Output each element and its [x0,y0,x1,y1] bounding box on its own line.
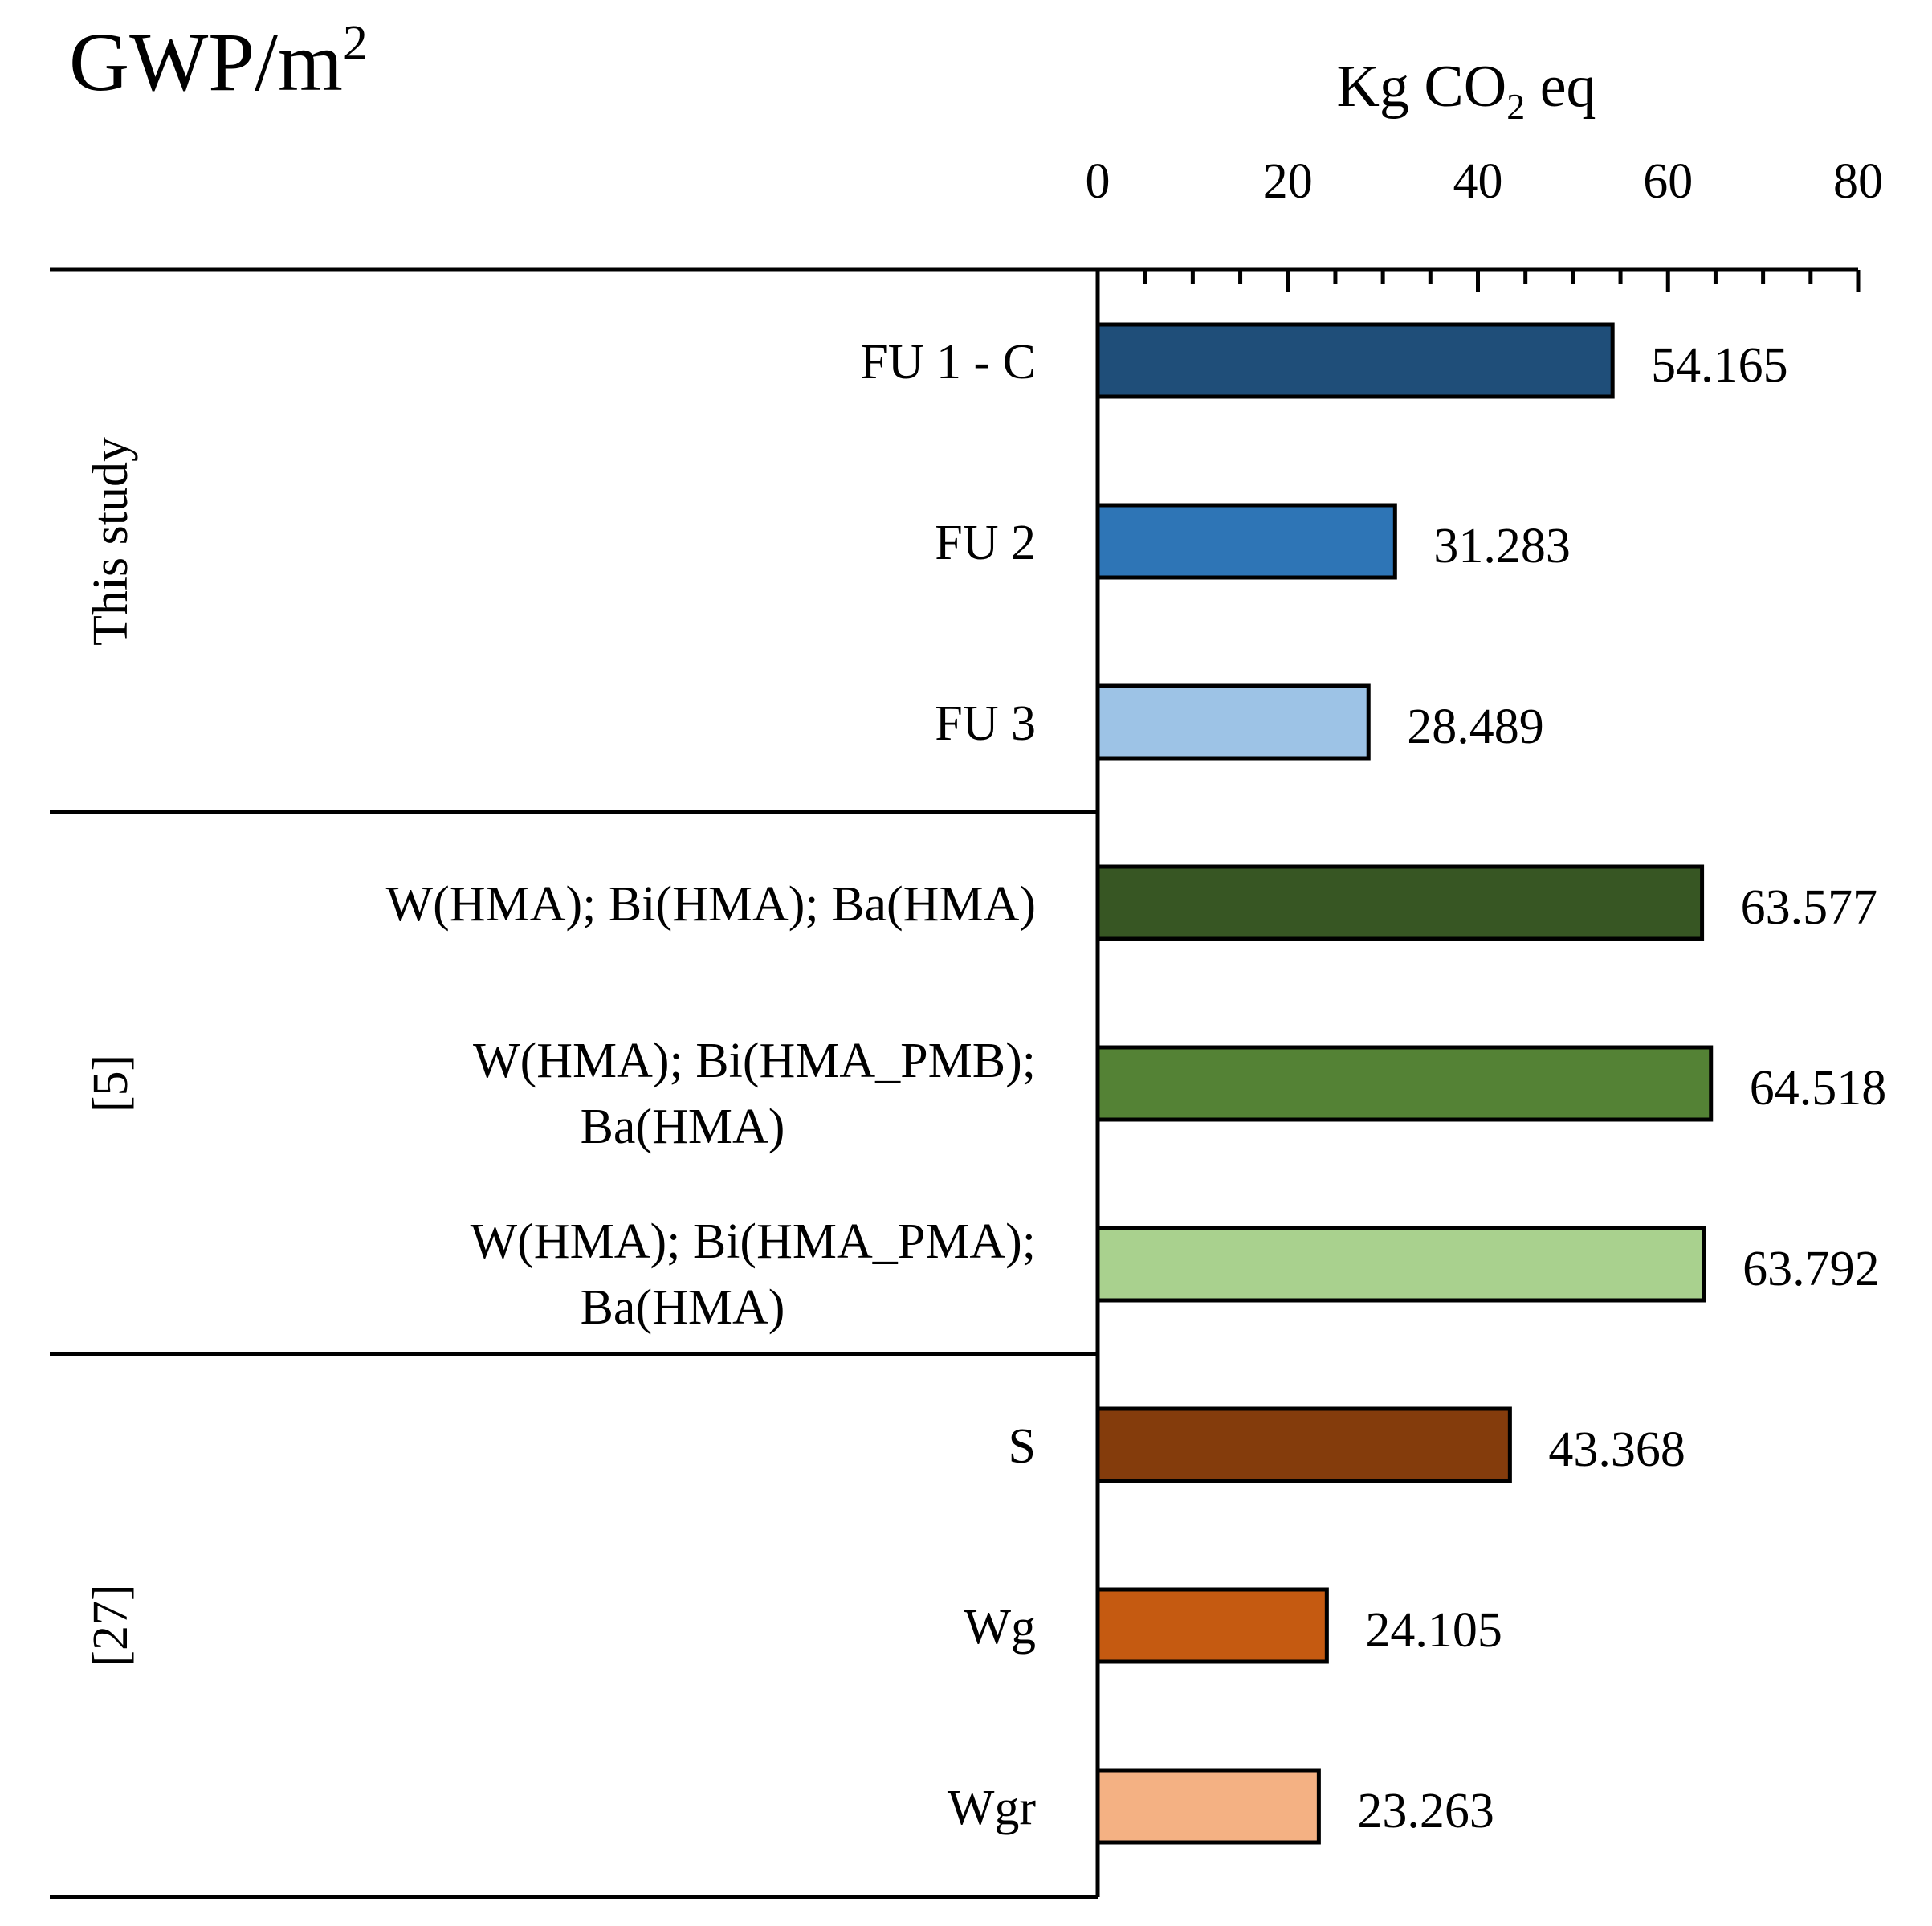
x-tick-label: 20 [1263,154,1313,209]
category-label: Wg [964,1600,1036,1655]
bar [1095,322,1615,399]
bar [1095,683,1371,761]
category-label: FU 3 [935,696,1036,751]
category-label: FU 1 - C [860,335,1036,390]
bar-value-label: 23.263 [1357,1784,1494,1838]
chart-title-text: GWP/m [69,16,343,108]
bar-value-label: 24.105 [1365,1603,1502,1658]
group-label: This study [84,437,138,646]
group-labels: This study [5] [27] [84,437,138,1667]
chart-title: GWP/m2 [69,16,368,108]
bar [1095,1768,1321,1845]
bar [1095,1226,1706,1303]
category-label: W(HMA); Bi(HMA_PMB); [473,1034,1036,1088]
bar-value-label: 31.283 [1433,519,1571,573]
bar-value-label: 28.489 [1407,700,1544,754]
axis-unit-suffix: eq [1525,54,1596,120]
category-label: Ba(HMA) [581,1280,785,1335]
chart-title-superscript: 2 [343,16,368,71]
x-tick-label: 0 [1086,154,1111,209]
category-label: Ba(HMA) [581,1100,785,1154]
x-tick-label: 80 [1833,154,1883,209]
x-tick-label: 40 [1453,154,1503,209]
category-label: W(HMA); Bi(HMA_PMA); [471,1214,1036,1269]
bar [1095,1045,1714,1122]
axis-unit-prefix: Kg CO [1336,54,1506,120]
x-axis: 0 20 40 60 80 [1086,154,1883,292]
bar [1095,1587,1329,1664]
category-label: S [1009,1419,1036,1474]
bar-value-label: 63.792 [1742,1242,1880,1296]
x-tick-label: 60 [1643,154,1693,209]
bars: 54.165 FU 1 - C 31.283 FU 2 28.489 FU 3 63.577… [386,322,1887,1845]
group-label: [5] [84,1055,138,1112]
category-label: Wgr [948,1781,1037,1835]
bar-value-label: 54.165 [1651,338,1788,393]
axis-unit-label: Kg CO2 eq [1336,54,1596,127]
axis-unit-subscript: 2 [1506,86,1525,127]
bar-value-label: 63.577 [1741,880,1878,935]
bar [1095,1406,1512,1483]
category-label: FU 2 [935,516,1036,570]
group-label: [27] [84,1584,138,1667]
bar [1095,503,1397,580]
bar-value-label: 64.518 [1750,1061,1887,1116]
category-label: W(HMA); Bi(HMA); Ba(HMA) [386,877,1036,932]
bar [1095,864,1705,941]
bar-value-label: 43.368 [1548,1422,1685,1477]
